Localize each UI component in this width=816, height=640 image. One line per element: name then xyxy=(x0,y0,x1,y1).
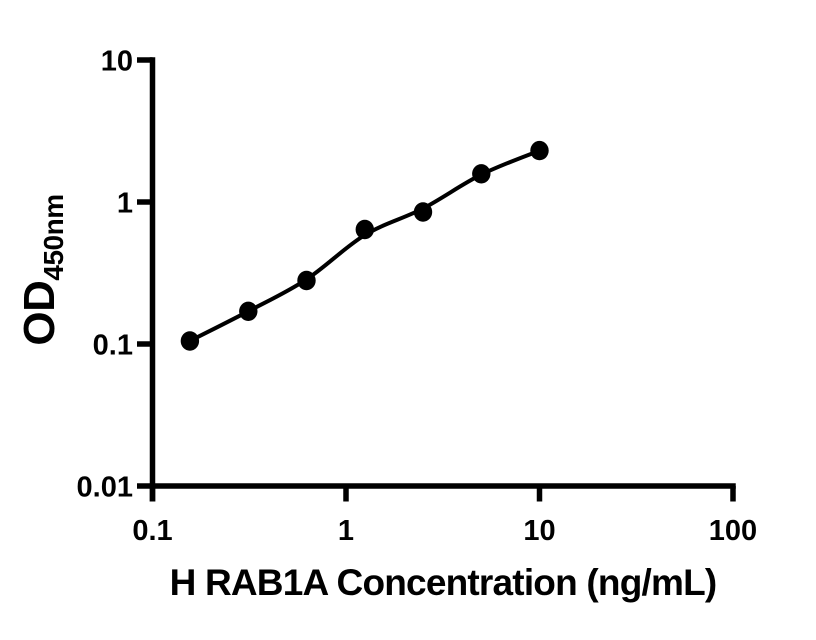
y-tick-label: 10 xyxy=(101,46,133,78)
x-axis-title: H RAB1A Concentration (ng/mL) xyxy=(169,562,718,603)
y-tick-label: 1 xyxy=(117,188,133,220)
y-tick-label: 0.01 xyxy=(77,472,133,504)
data-point-marker xyxy=(239,301,258,321)
x-tick-label: 10 xyxy=(523,515,555,547)
y-tick-label: 0.1 xyxy=(93,330,133,362)
y-axis-title-subscript: 450nm xyxy=(38,194,69,281)
y-axis-title: OD450nm xyxy=(8,150,72,390)
data-point-marker xyxy=(413,202,433,222)
x-tick-label: 0.1 xyxy=(132,515,172,547)
data-point-marker xyxy=(180,331,200,351)
x-tick-label: 100 xyxy=(709,515,757,547)
data-point-marker xyxy=(297,270,316,291)
data-point-marker xyxy=(472,164,491,184)
y-axis-title-main: OD xyxy=(15,280,64,346)
data-point-marker xyxy=(355,219,374,240)
data-point-marker xyxy=(530,140,549,161)
x-tick-label: 1 xyxy=(338,515,354,547)
